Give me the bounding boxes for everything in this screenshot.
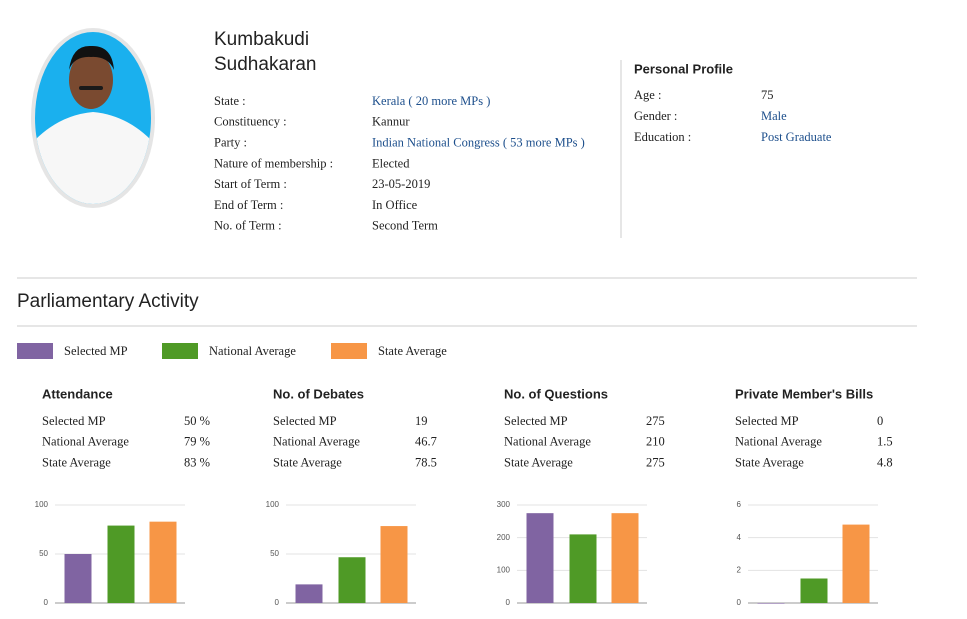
personal-link[interactable]: Post Graduate	[761, 130, 832, 144]
stat-label: State Average	[273, 455, 342, 469]
bar	[64, 554, 92, 603]
y-tick-label: 50	[39, 549, 48, 558]
legend-label: Selected MP	[64, 344, 128, 358]
stat-value: 275	[646, 455, 665, 469]
y-tick-label: 6	[737, 500, 742, 509]
personal-label: Age :	[634, 88, 661, 102]
stat-label: National Average	[273, 435, 360, 449]
detail-value: Elected	[372, 156, 410, 170]
detail-label: State :	[214, 94, 246, 108]
detail-label: No. of Term :	[214, 219, 282, 233]
detail-label: Start of Term :	[214, 177, 287, 191]
stat-label: State Average	[42, 455, 111, 469]
personal-label: Gender :	[634, 109, 677, 123]
bar	[149, 521, 177, 603]
y-tick-label: 0	[275, 598, 280, 607]
bar	[295, 584, 323, 603]
mp-name: Kumbakudi	[214, 29, 309, 50]
stat-value: 210	[646, 435, 665, 449]
stat-value: 46.7	[415, 435, 437, 449]
stat-label: Selected MP	[42, 414, 106, 428]
block-title: No. of Debates	[273, 386, 364, 401]
photo	[31, 28, 155, 208]
bar	[380, 526, 408, 603]
personal-link[interactable]: Male	[761, 109, 787, 123]
stat-label: Selected MP	[735, 414, 799, 428]
detail-value: In Office	[372, 198, 418, 212]
block-title: Private Member's Bills	[735, 386, 873, 401]
stat-value: 275	[646, 414, 665, 428]
stat-label: State Average	[504, 455, 573, 469]
stat-label: Selected MP	[273, 414, 337, 428]
y-tick-label: 100	[266, 500, 280, 509]
y-tick-label: 2	[737, 565, 742, 574]
bar	[526, 513, 554, 603]
bar	[757, 603, 785, 604]
y-tick-label: 0	[737, 598, 742, 607]
block-title: No. of Questions	[504, 386, 608, 401]
stat-label: State Average	[735, 455, 804, 469]
stat-label: National Average	[735, 435, 822, 449]
stat-value: 78.5	[415, 455, 437, 469]
detail-link[interactable]: Indian National Congress ( 53 more MPs )	[372, 135, 585, 149]
block-title: Attendance	[42, 386, 113, 401]
detail-value: Kannur	[372, 115, 410, 129]
stat-value: 1.5	[877, 435, 893, 449]
bar	[611, 513, 639, 603]
y-tick-label: 200	[497, 533, 511, 542]
personal-label: Education :	[634, 130, 691, 144]
stat-value: 83 %	[184, 455, 210, 469]
bar	[569, 534, 597, 603]
legend-label: State Average	[378, 344, 447, 358]
y-tick-label: 300	[497, 500, 511, 509]
bar	[338, 557, 366, 603]
bar	[842, 524, 870, 603]
stat-value: 79 %	[184, 435, 210, 449]
y-tick-label: 0	[44, 598, 49, 607]
stat-value: 4.8	[877, 455, 893, 469]
y-tick-label: 50	[270, 549, 279, 558]
stat-label: National Average	[504, 435, 591, 449]
detail-label: Party :	[214, 135, 247, 149]
detail-value: 23-05-2019	[372, 177, 430, 191]
legend-swatch	[17, 343, 53, 359]
mp-name: Sudhakaran	[214, 54, 316, 75]
detail-label: Constituency :	[214, 115, 287, 129]
stat-value: 19	[415, 414, 428, 428]
legend-swatch	[162, 343, 198, 359]
bar	[800, 578, 828, 603]
bar	[107, 525, 135, 603]
detail-value: Second Term	[372, 219, 438, 233]
legend-label: National Average	[209, 344, 296, 358]
y-tick-label: 100	[497, 565, 511, 574]
personal-title: Personal Profile	[634, 61, 733, 76]
stat-value: 0	[877, 414, 883, 428]
section-title: Parliamentary Activity	[17, 291, 199, 312]
y-tick-label: 100	[35, 500, 49, 509]
detail-link[interactable]: Kerala ( 20 more MPs )	[372, 94, 490, 108]
y-tick-label: 4	[737, 533, 742, 542]
legend-swatch	[331, 343, 367, 359]
detail-label: End of Term :	[214, 198, 283, 212]
stat-label: National Average	[42, 435, 129, 449]
detail-label: Nature of membership :	[214, 156, 333, 170]
stat-value: 50 %	[184, 414, 210, 428]
personal-value: 75	[761, 88, 774, 102]
stat-label: Selected MP	[504, 414, 568, 428]
y-tick-label: 0	[506, 598, 511, 607]
